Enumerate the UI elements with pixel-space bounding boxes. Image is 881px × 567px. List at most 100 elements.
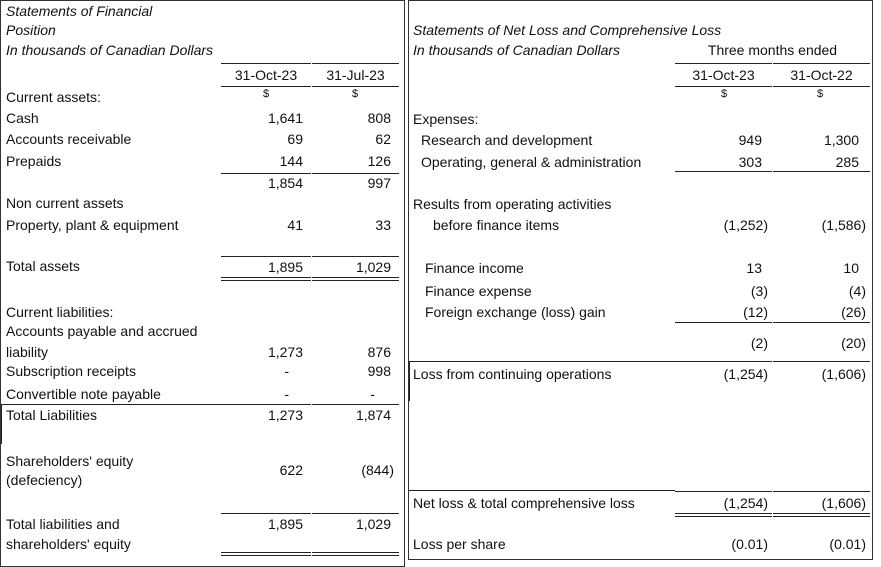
row-label: shareholders' equity bbox=[6, 536, 131, 552]
subtotal-value-col2: 997 bbox=[367, 175, 391, 191]
total-assets-rule-2 bbox=[312, 256, 399, 257]
row-label: Convertible note payable bbox=[6, 386, 161, 402]
right-header-rule-2 bbox=[773, 63, 870, 64]
net-loss-col1: (1,254) bbox=[723, 495, 768, 511]
row-value-col2: 62 bbox=[375, 131, 391, 147]
left-title-line1: Statements of Financial bbox=[6, 3, 153, 19]
right-title: Statements of Net Loss and Comprehensive… bbox=[413, 22, 722, 38]
row-value-col2: (4) bbox=[848, 283, 866, 299]
net-loss-label-rule bbox=[409, 490, 675, 491]
finance-rule-2 bbox=[773, 322, 870, 323]
expenses-rule-2 bbox=[773, 171, 870, 172]
left-col1-header: 31-Oct-23 bbox=[234, 67, 298, 83]
row-label: Current liabilities: bbox=[6, 304, 114, 320]
row-label: Property, plant & equipment bbox=[6, 217, 179, 233]
grand-total-col2: 1,029 bbox=[355, 516, 391, 532]
row-label: Subscription receipts bbox=[6, 363, 136, 379]
row-label: Loss from continuing operations bbox=[413, 366, 612, 382]
row-label-total-liabilities: Total Liabilities bbox=[6, 407, 98, 423]
row-label: before finance items bbox=[433, 217, 560, 233]
continuing-ops-rule-2 bbox=[773, 361, 870, 362]
right-units: In thousands of Canadian Dollars bbox=[413, 42, 621, 58]
row-label: Finance expense bbox=[425, 283, 532, 299]
row-label: liability bbox=[6, 344, 49, 360]
equity-col1: 622 bbox=[279, 462, 303, 478]
row-value-col1: 13 bbox=[746, 260, 762, 276]
right-period: Three months ended bbox=[707, 42, 838, 58]
loss-per-share-col2: (0.01) bbox=[829, 536, 866, 552]
left-header-rule-1 bbox=[221, 63, 311, 64]
row-value-col2: 33 bbox=[375, 217, 391, 233]
row-label: Shareholders' equity bbox=[6, 453, 134, 469]
statements-of-financial-position: Statements of Financial Position In thou… bbox=[0, 0, 405, 567]
subtotal-value-col1: 1,854 bbox=[267, 175, 303, 191]
row-label: Cash bbox=[6, 110, 39, 126]
row-value-col2: 998 bbox=[367, 363, 391, 379]
row-value-col1: - bbox=[284, 386, 289, 402]
left-header-rule-2 bbox=[312, 63, 399, 64]
left-currency1: $ bbox=[263, 88, 270, 100]
row-value-col1: (1,254) bbox=[723, 366, 768, 382]
row-label: Finance income bbox=[425, 260, 524, 276]
row-value-col2: 10 bbox=[843, 260, 859, 276]
row-value-col2: (1,586) bbox=[821, 217, 866, 233]
left-header-underline-2 bbox=[312, 86, 399, 87]
net-loss-rule-2 bbox=[773, 491, 870, 492]
row-label: Non current assets bbox=[6, 195, 124, 211]
row-label: Foreign exchange (loss) gain bbox=[425, 304, 606, 320]
net-loss-rule-1 bbox=[675, 491, 772, 492]
row-value-col1: 144 bbox=[279, 153, 303, 169]
liabilities-left-border bbox=[1, 404, 2, 444]
equity-col2: (844) bbox=[361, 462, 394, 478]
row-value-col2: - bbox=[370, 386, 375, 402]
row-label: Expenses: bbox=[413, 111, 479, 127]
row-label: Net loss & total comprehensive loss bbox=[413, 495, 635, 511]
row-value-col1: 1,641 bbox=[267, 110, 303, 126]
continuing-ops-left-border bbox=[409, 361, 410, 401]
right-currency2: $ bbox=[817, 88, 824, 100]
grand-total-rule-2 bbox=[312, 513, 399, 514]
row-value-col2: 876 bbox=[367, 344, 391, 360]
row-label: Total liabilities and bbox=[6, 516, 120, 532]
row-value-col2: 126 bbox=[367, 153, 391, 169]
total-assets-double-rule-1 bbox=[221, 277, 311, 281]
grand-total-double-rule-1 bbox=[221, 552, 311, 556]
right-header-underline-2 bbox=[773, 86, 870, 87]
row-label: Operating, general & administration bbox=[421, 154, 642, 170]
row-value-col1: - bbox=[284, 363, 289, 379]
expenses-rule-1 bbox=[675, 171, 772, 172]
left-units: In thousands of Canadian Dollars bbox=[6, 42, 214, 58]
left-header-underline-1 bbox=[221, 86, 311, 87]
total-liabilities-col2: 1,874 bbox=[355, 407, 391, 423]
left-col2-header: 31-Jul-23 bbox=[326, 67, 385, 83]
grand-total-rule-1 bbox=[221, 513, 311, 514]
continuing-ops-rule-1 bbox=[409, 361, 772, 362]
left-currency2: $ bbox=[352, 88, 359, 100]
subtotal-rule-2 bbox=[312, 173, 399, 174]
right-header-rule-1 bbox=[675, 63, 772, 64]
finance-rule-1 bbox=[675, 322, 772, 323]
right-currency1: $ bbox=[721, 88, 728, 100]
right-col1-header: 31-Oct-23 bbox=[692, 67, 755, 83]
row-value-col1: 1,273 bbox=[267, 344, 303, 360]
row-value-col2: (1,606) bbox=[821, 366, 866, 382]
grand-total-col1: 1,895 bbox=[267, 516, 303, 532]
row-value-col1: (12) bbox=[743, 304, 768, 320]
row-label: Loss per share bbox=[413, 536, 506, 552]
row-label: Results from operating activities bbox=[413, 196, 612, 212]
row-label: (defeciency) bbox=[6, 472, 83, 488]
row-value-col1: 41 bbox=[287, 217, 303, 233]
row-value-col1: 303 bbox=[738, 154, 762, 170]
total-liabilities-col1: 1,273 bbox=[267, 407, 303, 423]
row-value-col2: (26) bbox=[841, 304, 866, 320]
left-title-line2: Position bbox=[6, 22, 56, 38]
row-label: Accounts receivable bbox=[6, 131, 132, 147]
row-value-col1: 949 bbox=[738, 132, 762, 148]
right-col2-header: 31-Oct-22 bbox=[790, 67, 853, 83]
loss-per-share-col1: (0.01) bbox=[731, 536, 768, 552]
row-value-col1: (1,252) bbox=[723, 217, 768, 233]
row-label: Accounts payable and accrued bbox=[6, 323, 198, 339]
statements-of-net-loss: Statements of Net Loss and Comprehensive… bbox=[408, 0, 873, 560]
liabilities-rule-2 bbox=[312, 404, 399, 405]
row-label: Current assets: bbox=[6, 89, 101, 105]
